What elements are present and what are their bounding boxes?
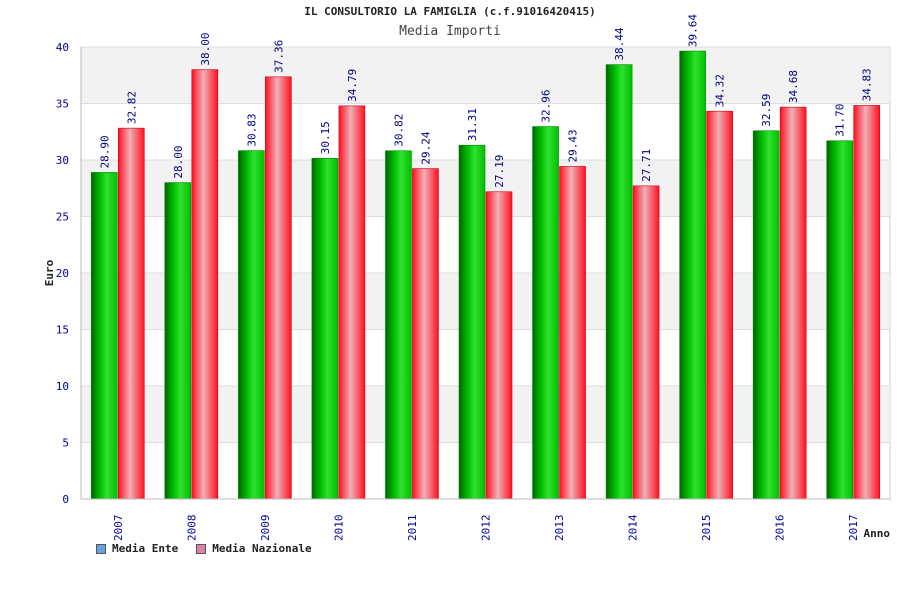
data-label-media-nazionale: 34.68: [787, 70, 800, 103]
data-label-media-ente: 30.82: [392, 114, 405, 147]
y-tick-label: 5: [62, 437, 69, 450]
legend-swatch-nazionale: [196, 543, 207, 554]
bar-media-ente: [164, 182, 192, 500]
y-tick-label: 15: [56, 324, 69, 337]
bar-media-ente: [311, 158, 339, 500]
bar-media-ente: [385, 150, 412, 500]
chart-subtitle: Media Importi: [399, 24, 501, 39]
bar-media-ente: [605, 64, 633, 500]
x-tick-label: 2007: [112, 515, 125, 542]
legend-label-nazionale: Media Nazionale: [212, 542, 312, 555]
bar-media-nazionale: [632, 185, 660, 500]
data-label-media-ente: 39.64: [687, 14, 700, 47]
bar-media-nazionale: [706, 110, 733, 500]
data-label-media-nazionale: 34.32: [714, 74, 727, 107]
data-label-media-nazionale: 32.82: [125, 91, 138, 124]
bar-media-nazionale: [412, 168, 439, 500]
x-tick-label: 2013: [553, 515, 566, 542]
data-label-media-ente: 32.96: [540, 89, 553, 122]
x-tick-label: 2017: [847, 515, 860, 542]
y-tick-label: 10: [56, 380, 69, 393]
data-label-media-ente: 31.70: [834, 104, 847, 137]
legend-item-ente: Media Ente: [96, 542, 178, 555]
bar-media-nazionale: [117, 127, 145, 500]
y-tick-label: 20: [56, 267, 69, 280]
y-tick-label: 40: [56, 41, 69, 54]
data-label-media-nazionale: 27.71: [640, 149, 653, 182]
legend-label-ente: Media Ente: [112, 542, 179, 555]
bar-media-ente: [752, 130, 780, 500]
data-label-media-ente: 28.00: [172, 145, 185, 178]
data-label-media-ente: 31.31: [466, 108, 479, 141]
chart-title: IL CONSULTORIO LA FAMIGLIA (c.f.91016420…: [304, 5, 596, 18]
legend-swatch-ente: [96, 543, 106, 554]
x-tick-label: 2010: [332, 515, 345, 542]
legend: Media Ente Media Nazionale: [96, 542, 312, 555]
y-axis-label: Euro: [43, 259, 56, 286]
y-tick-label: 30: [56, 154, 69, 167]
bar-media-nazionale: [338, 105, 366, 500]
x-tick-label: 2012: [480, 515, 493, 542]
x-tick-label: 2009: [259, 515, 272, 542]
data-label-media-nazionale: 29.24: [419, 131, 432, 164]
x-tick-label: 2008: [185, 515, 198, 542]
bar-media-ente: [826, 140, 854, 500]
bar-media-ente: [458, 144, 486, 500]
data-label-media-ente: 38.44: [613, 27, 626, 60]
bar-media-nazionale: [853, 105, 881, 500]
bar-media-nazionale: [559, 166, 586, 500]
bar-media-ente: [679, 50, 706, 500]
bar-media-nazionale: [191, 69, 219, 500]
y-tick-label: 25: [56, 211, 69, 224]
x-tick-label: 2015: [700, 515, 713, 542]
data-label-media-nazionale: 38.00: [199, 32, 212, 65]
data-label-media-ente: 30.83: [245, 113, 258, 146]
data-label-media-nazionale: 34.79: [346, 69, 359, 102]
data-label-media-nazionale: 34.83: [861, 68, 874, 101]
bar-media-nazionale: [265, 76, 292, 500]
data-label-media-nazionale: 27.19: [493, 155, 506, 188]
x-tick-label: 2016: [774, 515, 787, 542]
y-tick-label: 35: [56, 98, 69, 111]
bar-media-nazionale: [779, 106, 807, 500]
bar-media-nazionale: [485, 191, 513, 500]
legend-item-nazionale: Media Nazionale: [196, 542, 312, 555]
y-tick-label: 0: [62, 493, 69, 506]
bar-media-ente: [90, 172, 118, 500]
data-label-media-nazionale: 29.43: [567, 129, 580, 162]
x-axis-label: Anno: [864, 527, 891, 540]
bar-media-ente: [238, 150, 265, 500]
data-label-media-nazionale: 37.36: [272, 40, 285, 73]
x-tick-label: 2011: [406, 515, 419, 542]
x-tick-label: 2014: [627, 514, 640, 541]
bar-media-ente: [532, 126, 559, 500]
data-label-media-ente: 30.15: [319, 121, 332, 154]
data-label-media-ente: 28.90: [98, 135, 111, 168]
data-label-media-ente: 32.59: [760, 94, 773, 127]
